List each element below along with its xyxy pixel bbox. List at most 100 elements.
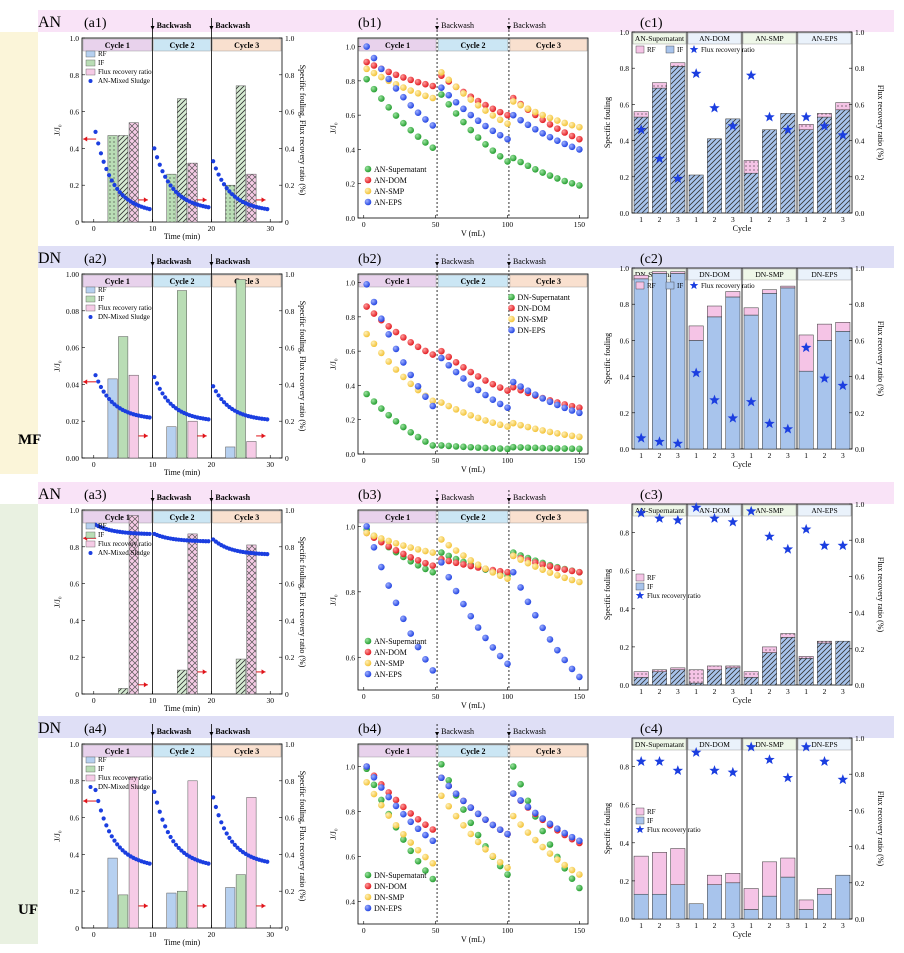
series-point-dn-smp — [378, 349, 385, 357]
mixed-sludge-point — [219, 820, 224, 825]
mixed-sludge-point — [206, 861, 211, 866]
series-point-dn-eps — [489, 396, 497, 403]
series-point-an-dom — [422, 559, 429, 567]
series-point-an-dom — [400, 74, 407, 81]
y-tick-label: 1.0 — [346, 522, 356, 531]
y2-tick-label: 1.0 — [855, 28, 865, 37]
mixed-sludge-point — [112, 182, 117, 188]
series-point-an-smp — [467, 96, 475, 103]
rf-bar — [652, 271, 667, 274]
series-point-dn-smp — [378, 801, 385, 809]
cycle-label: Cycle 3 — [234, 41, 259, 50]
series-point-an-smp — [504, 575, 511, 583]
series-point-an-smp — [414, 89, 422, 97]
panel-label: (b2) — [358, 252, 382, 267]
series-point-dn-smp — [539, 843, 546, 851]
if-bar — [743, 909, 759, 920]
rf-bar-pattern — [166, 174, 177, 222]
backwash-arrow — [209, 262, 214, 266]
series-point-an-supernatant — [554, 175, 561, 182]
series-point-an-smp — [531, 108, 539, 116]
series-point-dn-eps — [429, 402, 437, 410]
cycle-label: Cycle 2 — [169, 277, 194, 286]
y2-tick-label: 0.8 — [285, 543, 295, 552]
mixed-sludge-point — [216, 393, 221, 398]
series-point-an-eps — [467, 111, 475, 119]
y2-tick-label: 0 — [285, 218, 289, 227]
frr-star — [654, 756, 665, 766]
series-point-dn-dom — [414, 816, 422, 823]
if-bar-pattern — [652, 88, 667, 213]
series-point-an-smp — [539, 111, 546, 119]
cycle-label: Cycle 1 — [105, 747, 130, 756]
x-tick-label: 20 — [208, 460, 216, 469]
cycle-band — [153, 38, 211, 52]
x-tick-label: 3 — [731, 215, 735, 224]
series-point-dn-smp — [467, 412, 475, 419]
cycle-label: Cycle 2 — [169, 513, 194, 522]
series-point-an-supernatant — [474, 134, 482, 141]
series-point-dn-eps — [445, 361, 453, 369]
series-point-dn-smp — [429, 859, 437, 867]
rf-bar-pattern — [670, 667, 685, 670]
x-tick-label: 0 — [92, 460, 96, 469]
group-label: AN-SMP — [755, 506, 783, 515]
series-point-an-dom — [496, 567, 504, 575]
x-axis-title: V (mL) — [461, 465, 485, 474]
series-point-an-eps — [496, 652, 504, 660]
x-tick-label: 0 — [92, 224, 96, 233]
series-point-dn-smp — [363, 778, 370, 786]
series-point-dn-smp — [517, 421, 524, 429]
x-tick-label: 3 — [731, 921, 735, 930]
rf-bar-pattern — [225, 185, 235, 222]
series-point-an-eps — [445, 91, 453, 99]
series-point-an-eps — [429, 122, 437, 129]
x-tick-label: 10 — [149, 460, 157, 469]
series-point-an-smp — [474, 561, 482, 568]
mixed-sludge-point — [163, 824, 168, 829]
cycle-label: Cycle 3 — [536, 41, 561, 50]
mixed-sludge-point — [115, 186, 120, 191]
legend-label: IF — [98, 295, 104, 303]
y2-tick-label: 0.4 — [855, 137, 865, 146]
mixed-sludge-point — [109, 399, 114, 404]
x-tick-label: 50 — [432, 926, 440, 935]
rf-bar — [707, 305, 722, 318]
series-point-dn-eps — [517, 383, 524, 390]
legend-swatch — [85, 765, 96, 773]
frr-star — [745, 69, 757, 80]
x-tick-label: 3 — [841, 687, 845, 696]
x-tick-label: 2 — [713, 215, 717, 224]
series-point-an-supernatant — [445, 101, 453, 108]
series-point-dn-smp — [370, 340, 378, 348]
series-point-dn-dom — [392, 328, 400, 336]
series-point-dn-supernatant — [576, 445, 583, 453]
frr-star — [837, 540, 849, 551]
series-point-dn-eps — [482, 816, 489, 823]
series-point-an-smp — [422, 92, 429, 100]
series-point-dn-eps — [489, 821, 497, 829]
series-point-dn-eps — [531, 809, 539, 817]
legend-label: AN-Mixed Sludge — [98, 77, 150, 85]
series-point-dn-supernatant — [414, 857, 422, 865]
series-point-dn-eps — [561, 829, 568, 837]
legend-marker — [364, 187, 372, 195]
frr-star — [727, 412, 739, 423]
series-point-dn-dom — [482, 377, 489, 384]
series-point-an-supernatant — [422, 565, 429, 573]
x-tick-label: 150 — [574, 220, 586, 229]
series-point-an-eps — [407, 101, 415, 109]
series-point-dn-smp — [504, 423, 511, 430]
series-point-dn-smp — [489, 419, 497, 426]
series-point-an-smp — [576, 578, 583, 586]
series-point-dn-eps — [445, 782, 453, 790]
series-point-dn-dom — [429, 826, 437, 833]
series-point-an-eps — [414, 643, 422, 651]
mixed-sludge-point — [93, 787, 98, 793]
rf-bar — [780, 285, 796, 289]
backwash-arrow — [435, 26, 440, 30]
series-point-an-smp — [467, 557, 475, 564]
backwash-label: Backwash — [157, 493, 192, 502]
y-tick-label: 0.8 — [346, 808, 356, 817]
y2-tick-label: 0.8 — [855, 64, 865, 73]
